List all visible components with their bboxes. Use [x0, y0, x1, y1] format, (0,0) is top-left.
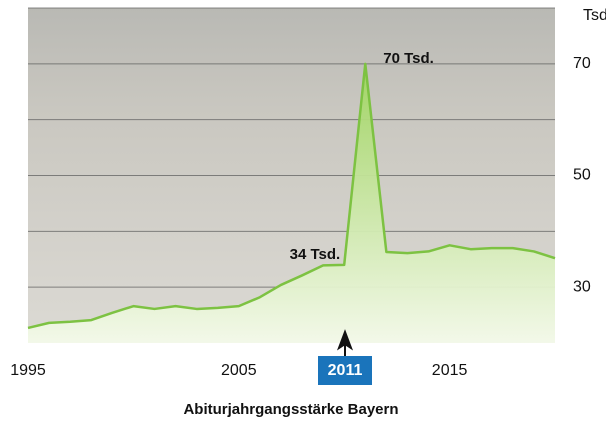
highlight-arrow	[336, 329, 354, 356]
x-tick-label: 2005	[221, 362, 257, 379]
x-tick-label: 1995	[10, 362, 46, 379]
highlight-label: 2011	[328, 362, 363, 379]
x-tick-label: 2015	[432, 362, 468, 379]
value-label: 34 Tsd.	[290, 246, 341, 263]
area-line	[27, 62, 556, 330]
unit-label: Tsd.	[583, 7, 606, 24]
y-tick-label: 70	[573, 55, 591, 72]
highlight-box	[318, 356, 372, 385]
y-tick-label: 30	[573, 278, 591, 295]
y-tick-label: 50	[573, 167, 591, 184]
area-fill	[28, 63, 555, 343]
chart-title: Abiturjahrgangsstärke Bayern	[183, 401, 398, 418]
value-label: 70 Tsd.	[383, 50, 434, 67]
